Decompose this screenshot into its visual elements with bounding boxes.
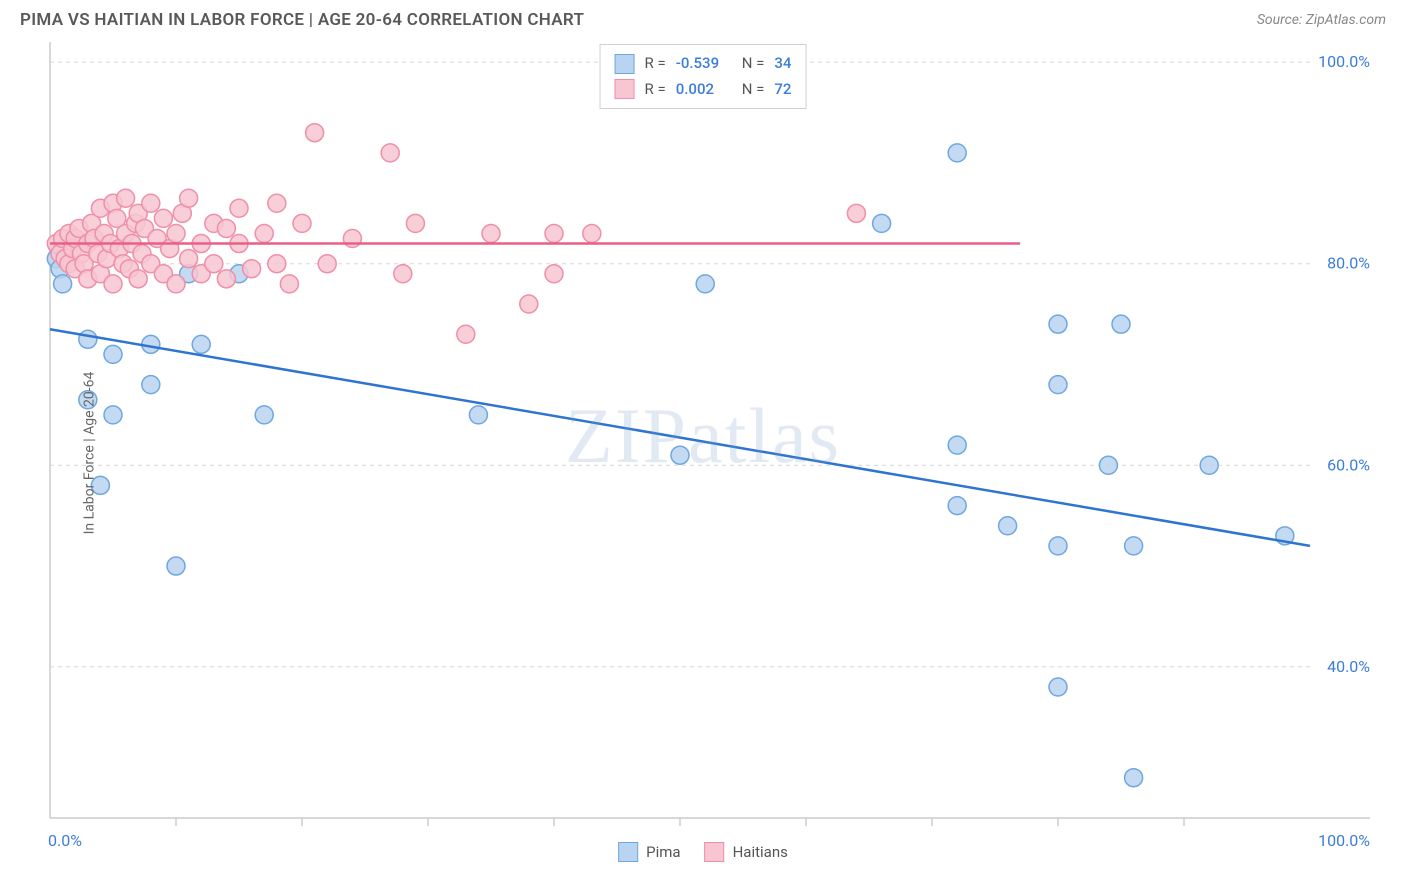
legend-item: Haitians xyxy=(705,842,788,862)
data-point xyxy=(381,144,399,162)
y-tick-label: 40.0% xyxy=(1327,657,1370,676)
data-point xyxy=(142,194,160,212)
data-point xyxy=(243,260,261,278)
legend-r-value: -0.539 xyxy=(676,51,732,77)
legend-label: Pima xyxy=(646,843,680,861)
data-point xyxy=(343,230,361,248)
y-tick-label: 80.0% xyxy=(1327,254,1370,273)
data-point xyxy=(1049,678,1067,696)
data-point xyxy=(217,270,235,288)
legend-swatch xyxy=(618,842,638,862)
data-point xyxy=(520,295,538,313)
data-point xyxy=(255,224,273,242)
legend-item: Pima xyxy=(618,842,680,862)
data-point xyxy=(318,255,336,273)
legend-n-label: N = xyxy=(742,77,765,103)
data-point xyxy=(545,224,563,242)
data-point xyxy=(306,124,324,142)
data-point xyxy=(1049,537,1067,555)
data-point xyxy=(217,219,235,237)
chart-header: PIMA VS HAITIAN IN LABOR FORCE | AGE 20-… xyxy=(0,0,1406,38)
data-point xyxy=(117,189,135,207)
scatter-chart: 40.0% 60.0% 80.0% 100.0% 0.0% 100.0% xyxy=(0,38,1406,868)
chart-title: PIMA VS HAITIAN IN LABOR FORCE | AGE 20-… xyxy=(20,10,584,30)
data-point xyxy=(1125,537,1143,555)
legend-swatch xyxy=(705,842,725,862)
data-point xyxy=(167,224,185,242)
data-point xyxy=(205,255,223,273)
x-min-label: 0.0% xyxy=(48,831,82,850)
chart-container: In Labor Force | Age 20-64 ZIPatlas 40.0… xyxy=(0,38,1406,868)
data-point xyxy=(192,335,210,353)
legend-r-value: 0.002 xyxy=(676,77,732,103)
data-point xyxy=(293,214,311,232)
data-point xyxy=(696,275,714,293)
legend-n-value: 34 xyxy=(774,51,791,77)
data-point xyxy=(54,275,72,293)
y-axis-label: In Labor Force | Age 20-64 xyxy=(81,372,97,535)
data-point xyxy=(79,330,97,348)
legend-swatch xyxy=(615,79,635,99)
legend-row: R = -0.539 N = 34 xyxy=(615,51,792,77)
correlation-legend: R = -0.539 N = 34 R = 0.002 N = 72 xyxy=(600,44,807,109)
data-point xyxy=(999,517,1017,535)
y-tick-label: 100.0% xyxy=(1318,52,1370,71)
data-point xyxy=(873,214,891,232)
data-point xyxy=(469,406,487,424)
legend-r-label: R = xyxy=(645,77,666,103)
data-point xyxy=(948,497,966,515)
data-point xyxy=(482,224,500,242)
data-point xyxy=(268,255,286,273)
legend-n-value: 72 xyxy=(774,77,791,103)
data-point xyxy=(1049,315,1067,333)
data-point xyxy=(545,265,563,283)
data-point xyxy=(129,270,147,288)
legend-n-label: N = xyxy=(742,51,765,77)
legend-r-label: R = xyxy=(645,51,666,77)
data-point xyxy=(1200,456,1218,474)
y-tick-label: 60.0% xyxy=(1327,455,1370,474)
trend-line xyxy=(50,329,1310,546)
data-point xyxy=(154,209,172,227)
data-point xyxy=(104,406,122,424)
legend-row: R = 0.002 N = 72 xyxy=(615,77,792,103)
data-point xyxy=(406,214,424,232)
data-point xyxy=(104,275,122,293)
data-point xyxy=(847,204,865,222)
x-max-label: 100.0% xyxy=(1318,831,1370,850)
data-point xyxy=(1112,315,1130,333)
data-point xyxy=(180,189,198,207)
data-point xyxy=(104,345,122,363)
data-point xyxy=(280,275,298,293)
data-point xyxy=(1125,769,1143,787)
data-point xyxy=(167,557,185,575)
data-point xyxy=(671,446,689,464)
series-legend: Pima Haitians xyxy=(618,842,788,862)
data-point xyxy=(948,436,966,454)
data-point xyxy=(583,224,601,242)
data-point xyxy=(230,199,248,217)
legend-swatch xyxy=(615,54,635,74)
data-point xyxy=(1099,456,1117,474)
data-point xyxy=(268,194,286,212)
data-point xyxy=(142,376,160,394)
data-point xyxy=(255,406,273,424)
data-point xyxy=(457,325,475,343)
data-point xyxy=(180,250,198,268)
data-point xyxy=(1049,376,1067,394)
legend-label: Haitians xyxy=(733,843,788,861)
data-point xyxy=(948,144,966,162)
data-point xyxy=(394,265,412,283)
source-attribution: Source: ZipAtlas.com xyxy=(1257,12,1386,28)
data-point xyxy=(167,275,185,293)
